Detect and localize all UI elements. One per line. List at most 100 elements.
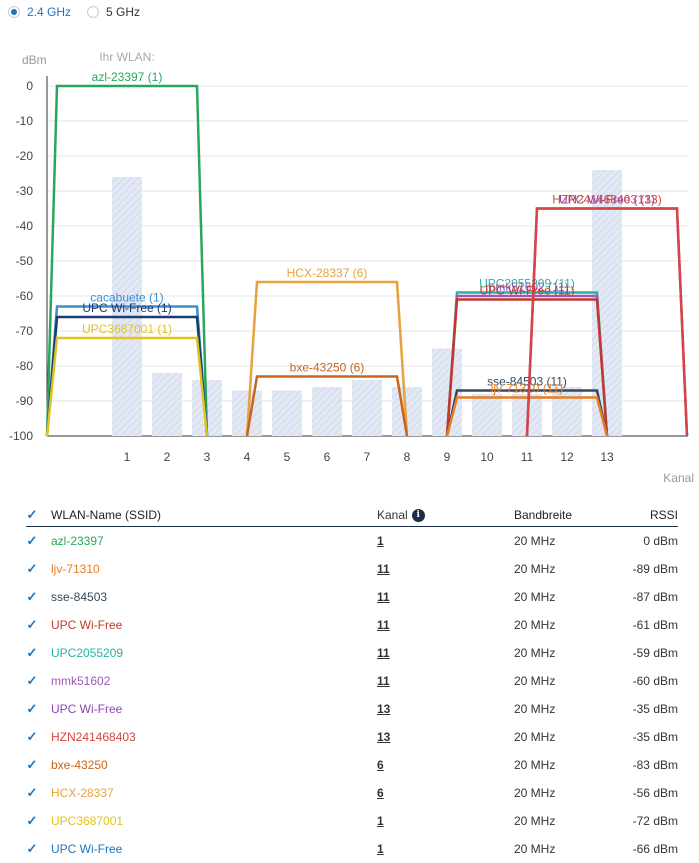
bandwidth-cell: 20 MHz (514, 758, 556, 772)
bandwidth-cell: 20 MHz (514, 702, 556, 716)
table-row[interactable]: ✓ azl-23397 1 20 MHz 0 dBm (26, 527, 678, 555)
table-row[interactable]: ✓ mmk51602 11 20 MHz -60 dBm (26, 667, 678, 695)
channel-link[interactable]: 1 (377, 814, 384, 828)
background-bar (312, 387, 342, 436)
bandwidth-cell: 20 MHz (514, 618, 556, 632)
table-row[interactable]: ✓ UPC2055209 11 20 MHz -59 dBm (26, 639, 678, 667)
channel-link[interactable]: 6 (377, 758, 384, 772)
row-checkbox[interactable]: ✓ (26, 533, 38, 548)
bandwidth-cell: 20 MHz (514, 562, 556, 576)
ssid-cell: sse-84503 (51, 590, 108, 604)
bandwidth-cell: 20 MHz (514, 730, 556, 744)
table-row[interactable]: ✓ UPC Wi-Free 13 20 MHz -35 dBm (26, 695, 678, 723)
band-label-24[interactable]: 2.4 GHz (27, 5, 72, 19)
row-checkbox[interactable]: ✓ (26, 617, 38, 632)
chart-title: Ihr WLAN: (99, 50, 154, 64)
band-radio-5[interactable] (87, 6, 100, 18)
table-row[interactable]: ✓ UPC3687001 1 20 MHz -72 dBm (26, 807, 678, 835)
header-rssi[interactable]: RSSI (649, 508, 678, 522)
network-label: UPC Wi-Free (13) (559, 193, 655, 207)
row-checkbox[interactable]: ✓ (26, 589, 38, 604)
row-checkbox[interactable]: ✓ (26, 813, 38, 828)
ssid-cell: mmk51602 (51, 674, 111, 688)
rssi-cell: -60 dBm (632, 674, 678, 688)
ssid-cell: ljv-71310 (51, 562, 100, 576)
channel-link[interactable]: 11 (377, 646, 390, 660)
table-row[interactable]: ✓ bxe-43250 6 20 MHz -83 dBm (26, 751, 678, 779)
ssid-cell: UPC Wi-Free (51, 618, 123, 632)
channel-link[interactable]: 1 (377, 842, 384, 856)
ssid-cell: azl-23397 (51, 534, 104, 548)
select-all-checkbox[interactable]: ✓ (26, 507, 38, 522)
table-row[interactable]: ✓ sse-84503 11 20 MHz -87 dBm (26, 583, 678, 611)
row-checkbox[interactable]: ✓ (26, 701, 38, 716)
header-bandwidth[interactable]: Bandbreite (514, 508, 573, 522)
network-curve[interactable] (445, 396, 609, 437)
channel-link[interactable]: 13 (377, 730, 391, 744)
row-checkbox[interactable]: ✓ (26, 673, 38, 688)
info-icon[interactable]: i (411, 508, 425, 522)
rssi-cell: -83 dBm (632, 758, 678, 772)
row-checkbox[interactable]: ✓ (26, 757, 38, 772)
y-tick-label: -60 (16, 289, 34, 303)
network-label: sse-84503 (11) (487, 375, 567, 389)
channel-link[interactable]: 11 (377, 562, 390, 576)
ssid-cell: UPC3687001 (51, 814, 124, 828)
y-tick-label: 0 (26, 79, 33, 93)
table-row[interactable]: ✓ HZN241468403 13 20 MHz -35 dBm (26, 723, 678, 751)
network-curve[interactable] (45, 84, 209, 437)
network-label: HCX-28337 (6) (287, 266, 368, 280)
y-tick-label: -80 (16, 359, 34, 373)
y-tick-label: -70 (16, 324, 34, 338)
ssid-cell: bxe-43250 (51, 758, 108, 772)
rssi-cell: 0 dBm (643, 534, 678, 548)
table-row[interactable]: ✓ UPC Wi-Free 1 20 MHz -66 dBm (26, 835, 678, 863)
rssi-cell: -87 dBm (632, 590, 678, 604)
rssi-cell: -72 dBm (632, 814, 678, 828)
channel-link[interactable]: 11 (377, 590, 390, 604)
channel-chart: 0 -10 -20 -30 -40 -50 -60 -70 -80 -90 -100 dBm Kanal… (9, 50, 694, 485)
background-bar (272, 390, 302, 436)
bandwidth-cell: 20 MHz (514, 534, 556, 548)
header-ssid[interactable]: WLAN-Name (SSID) (51, 508, 162, 522)
network-curve[interactable] (445, 298, 609, 437)
network-label: azl-23397 (1) (92, 70, 163, 84)
network-label: bxe-43250 (6) (290, 361, 365, 375)
row-checkbox[interactable]: ✓ (26, 841, 38, 856)
header-channel-label: Kanal (377, 508, 408, 522)
network-label: mmk51602 (11) (485, 280, 568, 294)
network-label: HZN241468403 (13) (552, 193, 661, 207)
y-axis-label: dBm (22, 53, 47, 67)
y-tick-label: -10 (16, 114, 34, 128)
channel-link[interactable]: 6 (377, 786, 384, 800)
channel-link[interactable]: 11 (377, 618, 390, 632)
network-label: UPC3687001 (1) (82, 322, 172, 336)
channel-link[interactable]: 1 (377, 534, 384, 548)
channel-link[interactable]: 11 (377, 674, 390, 688)
ssid-cell: HCX-28337 (51, 786, 114, 800)
network-curve[interactable] (45, 336, 209, 437)
row-checkbox[interactable]: ✓ (26, 645, 38, 660)
network-curve[interactable] (245, 375, 409, 437)
y-tick-label: -30 (16, 184, 34, 198)
table-row[interactable]: ✓ HCX-28337 6 20 MHz -56 dBm (26, 779, 678, 807)
band-radio-24[interactable] (8, 6, 20, 18)
band-label-5[interactable]: 5 GHz (106, 5, 141, 19)
x-tick-label: 4 (244, 450, 251, 464)
row-checkbox[interactable]: ✓ (26, 785, 38, 800)
row-checkbox[interactable]: ✓ (26, 729, 38, 744)
wlan-table: ✓ WLAN-Name (SSID) Kanal i Bandbreite RS… (26, 504, 678, 863)
rssi-cell: -59 dBm (632, 646, 678, 660)
table-row[interactable]: ✓ UPC Wi-Free 11 20 MHz -61 dBm (26, 611, 678, 639)
table-row[interactable]: ✓ ljv-71310 11 20 MHz -89 dBm (26, 555, 678, 583)
x-tick-label: 3 (204, 450, 211, 464)
channel-link[interactable]: 13 (377, 702, 391, 716)
row-checkbox[interactable]: ✓ (26, 561, 38, 576)
table-header: ✓ WLAN-Name (SSID) Kanal i Bandbreite RS… (26, 504, 678, 527)
x-axis-label: Kanal (663, 471, 694, 485)
network-curve[interactable] (525, 207, 689, 437)
background-bar (552, 387, 582, 436)
background-bar (352, 380, 382, 436)
network-curve[interactable] (245, 280, 409, 437)
header-channel[interactable]: Kanal i (377, 508, 425, 522)
